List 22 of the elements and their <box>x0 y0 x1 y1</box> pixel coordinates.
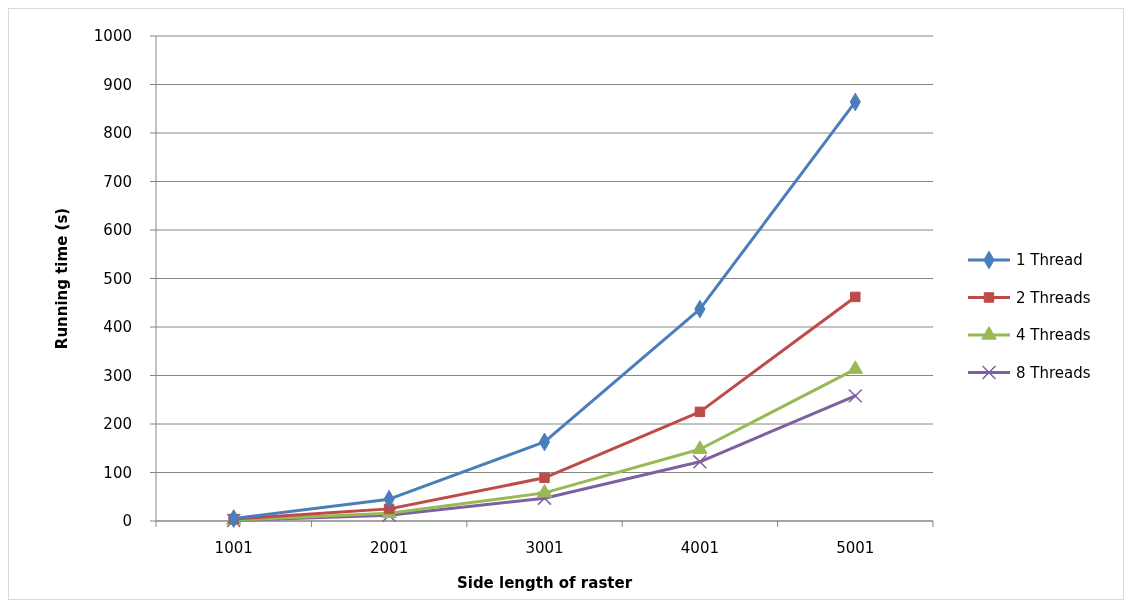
y-axis-title: Running time (s) <box>53 207 71 350</box>
y-tick-label: 500 <box>103 269 132 288</box>
y-tick-label: 100 <box>103 463 132 482</box>
legend-label: 8 Threads <box>1016 363 1091 382</box>
y-tick-label: 200 <box>103 415 132 434</box>
y-tick-label: 700 <box>103 172 132 191</box>
y-tick-label: 0 <box>122 512 132 531</box>
legend-label: 4 Threads <box>1016 326 1091 345</box>
y-tick-label: 400 <box>103 318 132 337</box>
y-tick-label: 900 <box>103 75 132 94</box>
legend-label: 2 Threads <box>1016 288 1091 307</box>
y-tick-label: 1000 <box>93 27 132 46</box>
x-axis-title: Side length of raster <box>456 574 633 592</box>
y-tick-label: 300 <box>103 366 132 385</box>
x-tick-label: 4001 <box>680 539 719 557</box>
y-tick-label: 800 <box>103 124 132 143</box>
x-tick-label: 5001 <box>836 539 875 557</box>
x-tick-label: 1001 <box>214 539 253 557</box>
y-tick-label: 600 <box>103 221 132 240</box>
x-tick-label: 2001 <box>370 539 409 557</box>
legend-label: 1 Thread <box>1016 251 1083 270</box>
x-tick-label: 3001 <box>525 539 564 557</box>
